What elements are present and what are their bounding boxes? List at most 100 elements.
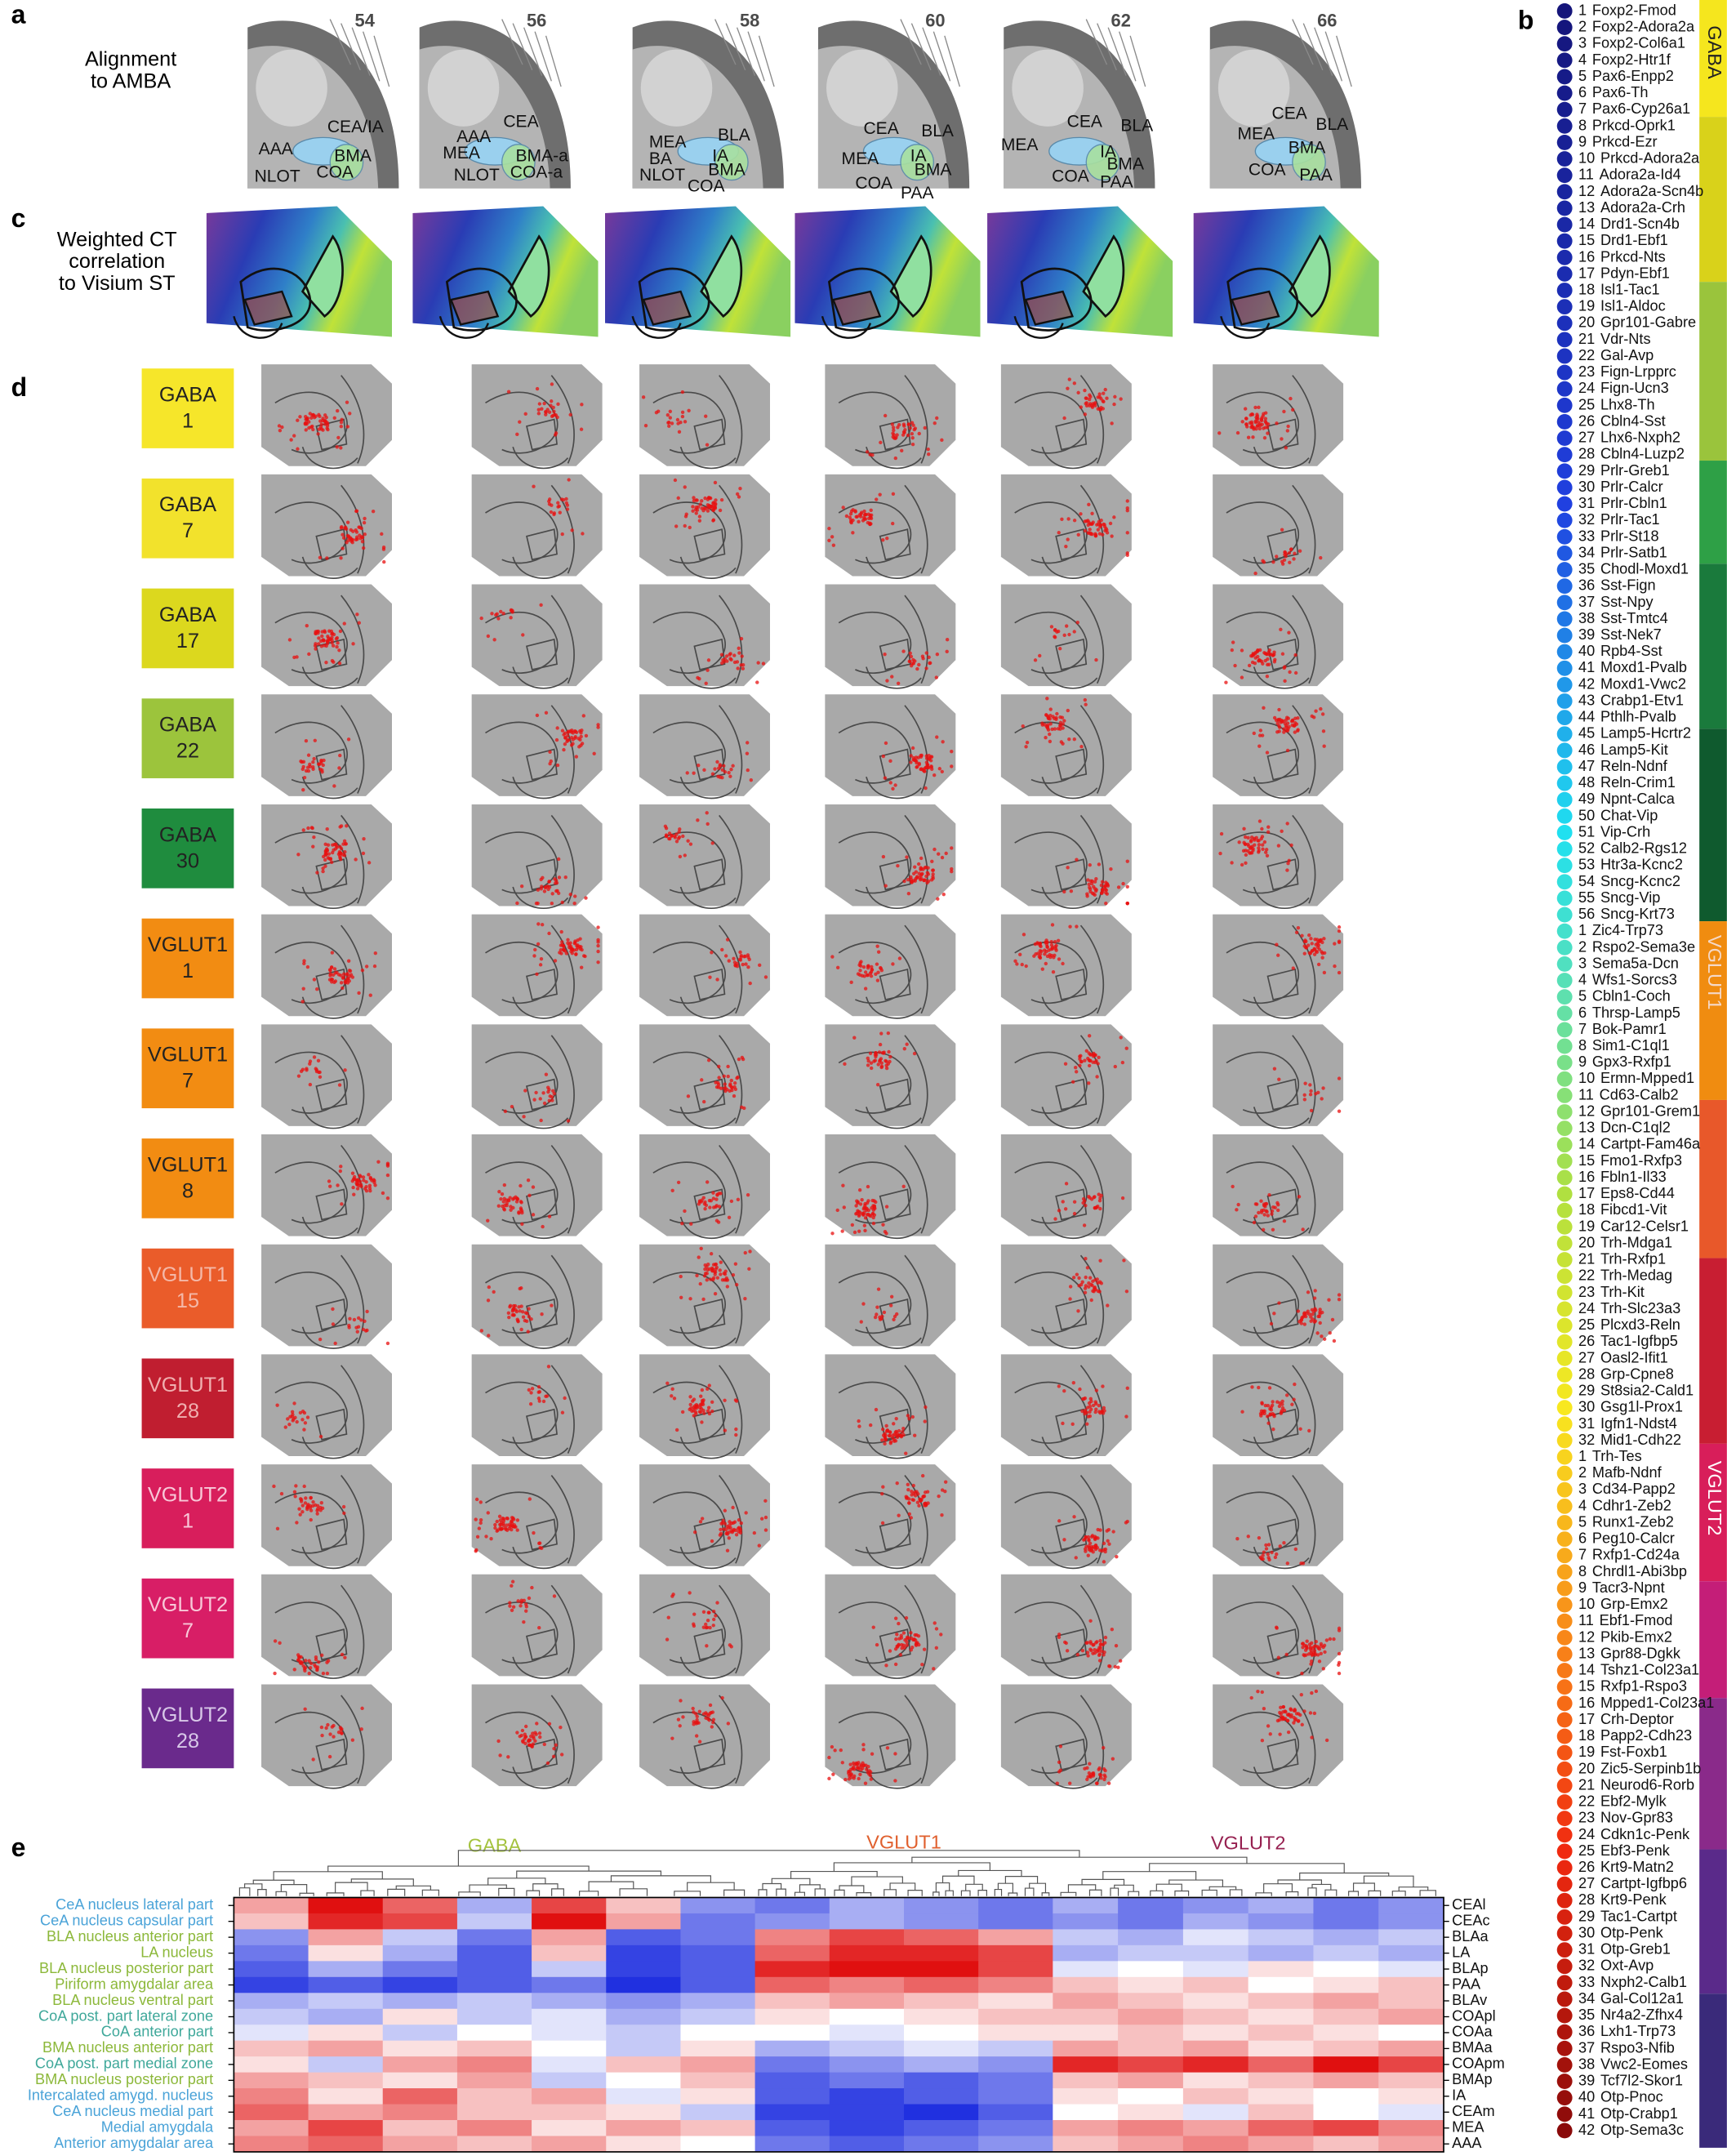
legend-name: Fbln1-Il33 — [1600, 1169, 1667, 1185]
cell-dot — [1260, 1690, 1264, 1695]
cell-dot — [847, 1777, 852, 1781]
cell-dot — [726, 1722, 731, 1726]
cell-dot — [292, 1668, 296, 1672]
row-abbrev: CEAl — [1452, 1896, 1485, 1913]
legend-name: Lxh1-Trp73 — [1600, 2023, 1676, 2039]
cell-dot — [893, 1662, 898, 1667]
cell-dot — [1300, 1642, 1305, 1646]
cell-dot — [720, 947, 724, 952]
cell-dot — [1018, 952, 1022, 957]
cell-dot — [1048, 732, 1052, 737]
cell-dot — [928, 759, 933, 763]
legend-name: Prkcd-Nts — [1600, 248, 1666, 265]
region-outline — [1253, 1365, 1316, 1459]
cell-dot — [683, 523, 687, 528]
legend-number: 25 — [1578, 1316, 1595, 1333]
cell-dot — [1280, 1409, 1284, 1413]
cell-dot — [1094, 657, 1098, 662]
region-outline — [866, 705, 928, 800]
cell-dot — [715, 1276, 720, 1280]
cell-dot — [879, 440, 883, 445]
legend-number: 34 — [1578, 544, 1595, 560]
cell-dot — [909, 760, 913, 764]
cell-dot — [695, 498, 699, 502]
cell-dot — [670, 1394, 674, 1398]
cell-dot — [1270, 1550, 1274, 1555]
cell-dot — [565, 507, 570, 511]
cell-dot — [527, 1307, 531, 1311]
cell-dot — [1097, 1198, 1102, 1203]
cell-dot — [535, 972, 539, 977]
cell-dot — [528, 1401, 533, 1406]
cell-type-number: 7 — [182, 519, 194, 542]
cell-dot — [673, 478, 678, 483]
cell-dot — [1056, 938, 1061, 943]
cell-dot — [1284, 1393, 1289, 1397]
cell-dot — [1302, 1098, 1307, 1102]
dendrogram — [794, 1891, 805, 1896]
cell-dot — [1293, 653, 1297, 657]
cell-dot — [943, 1480, 948, 1484]
legend-number: 20 — [1578, 1760, 1595, 1776]
heatmap-cell — [829, 1944, 905, 1962]
tissue-map — [261, 1024, 392, 1126]
cell-dot — [848, 515, 852, 519]
cell-dot — [1260, 826, 1264, 831]
cell-dot — [1261, 662, 1265, 666]
legend-entry: 2 Foxp2-Adora2a — [1578, 18, 1695, 34]
cell-dot — [885, 536, 889, 541]
legend-entry: 23 Trh-Kit — [1578, 1284, 1645, 1300]
cell-dot — [309, 1517, 313, 1522]
cell-dot — [517, 1211, 521, 1215]
cell-dot — [1263, 850, 1268, 854]
legend-name: Thrsp-Lamp5 — [1592, 1004, 1680, 1021]
cell-dot — [715, 978, 719, 982]
cell-dot — [501, 1200, 505, 1204]
cell-dot — [939, 1633, 943, 1637]
cell-dot — [724, 1531, 728, 1536]
cell-dot — [1253, 1214, 1258, 1218]
tissue-map — [639, 1134, 771, 1236]
cell-dot — [688, 525, 692, 530]
heatmap-cell — [456, 1913, 532, 1930]
cell-type-group: VGLUT1 — [148, 1044, 228, 1067]
heatmap-cell — [1248, 1929, 1314, 1946]
cell-dot — [1258, 1555, 1262, 1560]
legend-name: Trh-Slc23a3 — [1600, 1300, 1680, 1316]
heatmap-cell — [1313, 2025, 1379, 2042]
row-label: Weighted CT — [57, 228, 177, 251]
region-label: CEA — [1067, 112, 1102, 131]
cell-dot — [1089, 522, 1094, 526]
cell-dot — [745, 751, 750, 755]
cell-dot — [1066, 537, 1070, 541]
cell-dot — [913, 1490, 917, 1494]
heatmap-cell — [1118, 2088, 1184, 2105]
cell-dot — [542, 401, 546, 406]
cell-dot — [703, 496, 707, 501]
cell-dot — [723, 1089, 728, 1094]
cell-dot — [1314, 709, 1318, 713]
cell-dot — [547, 931, 551, 936]
cell-dot — [705, 1180, 710, 1184]
cell-dot — [318, 1075, 323, 1079]
heatmap-cell — [606, 2104, 681, 2121]
cell-dot — [339, 446, 343, 450]
cell-dot — [884, 1205, 889, 1209]
cell-dot — [1260, 1739, 1265, 1743]
cell-dot — [1098, 1646, 1102, 1650]
cell-dot — [901, 1426, 906, 1431]
cell-dot — [1219, 831, 1224, 836]
cell-dot — [539, 603, 543, 607]
cell-dot — [853, 509, 857, 513]
cell-dot — [719, 497, 724, 502]
cell-dot — [568, 893, 572, 897]
cell-dot — [919, 866, 923, 870]
cell-dot — [906, 1482, 910, 1487]
heatmap-cell — [308, 1944, 384, 1962]
cell-type-group: GABA — [159, 493, 216, 516]
cell-dot — [694, 1412, 698, 1416]
cell-dot — [736, 666, 740, 670]
heatmap-cell — [829, 2056, 905, 2074]
legend-name: Drd1-Ebf1 — [1600, 232, 1668, 248]
heatmap-cell — [1378, 2088, 1444, 2105]
